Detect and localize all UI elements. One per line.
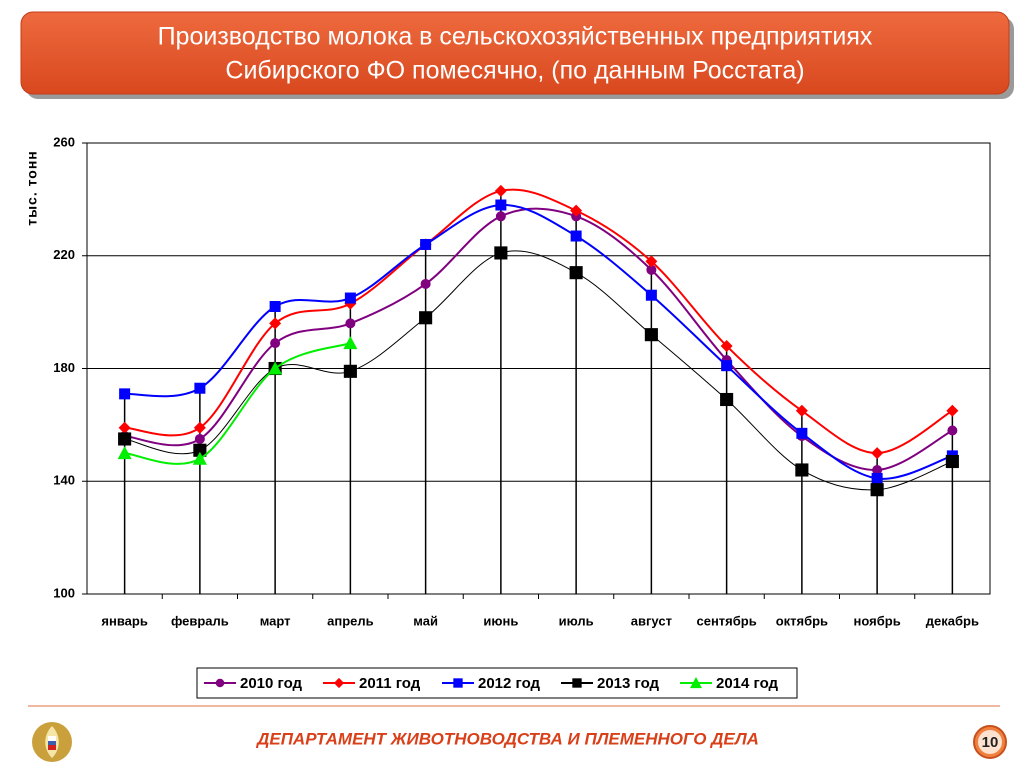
y-tick-label: 100 <box>53 585 75 600</box>
x-tick-label: сентябрь <box>697 613 757 628</box>
marker <box>194 383 205 394</box>
x-tick-label: февраль <box>171 613 229 628</box>
marker <box>646 290 657 301</box>
y-tick-label: 220 <box>53 247 75 262</box>
x-tick-label: март <box>260 613 291 628</box>
x-tick-label: октябрь <box>776 613 828 628</box>
y-axis-label: тыс. тонн <box>24 150 40 226</box>
department: ДЕПАРТАМЕНТ ЖИВОТНОВОДСТВА И ПЛЕМЕННОГО … <box>255 729 759 748</box>
marker <box>871 484 883 496</box>
page-number: 10 <box>982 734 999 751</box>
legend-label: 2013 год <box>597 675 660 692</box>
x-tick-label: январь <box>101 613 147 628</box>
marker <box>796 428 807 439</box>
y-tick-label: 140 <box>53 473 75 488</box>
marker <box>495 200 506 211</box>
marker <box>195 434 205 444</box>
x-tick-label: июль <box>559 613 594 628</box>
marker <box>496 211 506 221</box>
marker <box>570 267 582 279</box>
marker <box>645 329 657 341</box>
marker <box>947 426 957 436</box>
title-line: Сибирского ФО помесячно, (по данным Росс… <box>225 57 804 85</box>
marker <box>420 239 431 250</box>
title-line: Производство молока в сельскохозяйственн… <box>158 23 873 51</box>
marker <box>216 679 225 688</box>
marker <box>344 365 356 377</box>
marker <box>796 464 808 476</box>
legend-label: 2012 год <box>478 675 541 692</box>
x-tick-label: май <box>413 613 438 628</box>
x-tick-label: август <box>631 613 672 628</box>
marker <box>453 678 462 687</box>
logo <box>32 722 72 762</box>
x-tick-label: апрель <box>327 613 374 628</box>
marker <box>345 293 356 304</box>
x-tick-label: декабрь <box>926 613 979 628</box>
marker <box>721 393 733 405</box>
marker <box>345 318 355 328</box>
marker <box>495 247 507 259</box>
legend-label: 2010 год <box>240 675 303 692</box>
marker <box>270 301 281 312</box>
y-tick-label: 180 <box>53 360 75 375</box>
marker <box>420 312 432 324</box>
y-tick-label: 260 <box>53 134 75 149</box>
marker <box>721 360 732 371</box>
marker <box>872 473 883 484</box>
marker <box>119 433 131 445</box>
marker <box>119 388 130 399</box>
marker <box>571 231 582 242</box>
legend-label: 2011 год <box>359 675 421 692</box>
marker <box>270 338 280 348</box>
x-tick-label: ноябрь <box>854 613 901 628</box>
legend-label: 2014 год <box>716 675 779 692</box>
x-tick-label: июнь <box>483 613 518 628</box>
marker <box>946 455 958 467</box>
marker <box>421 279 431 289</box>
slide: Производство молока в сельскохозяйственн… <box>0 0 1024 768</box>
marker <box>572 678 581 687</box>
